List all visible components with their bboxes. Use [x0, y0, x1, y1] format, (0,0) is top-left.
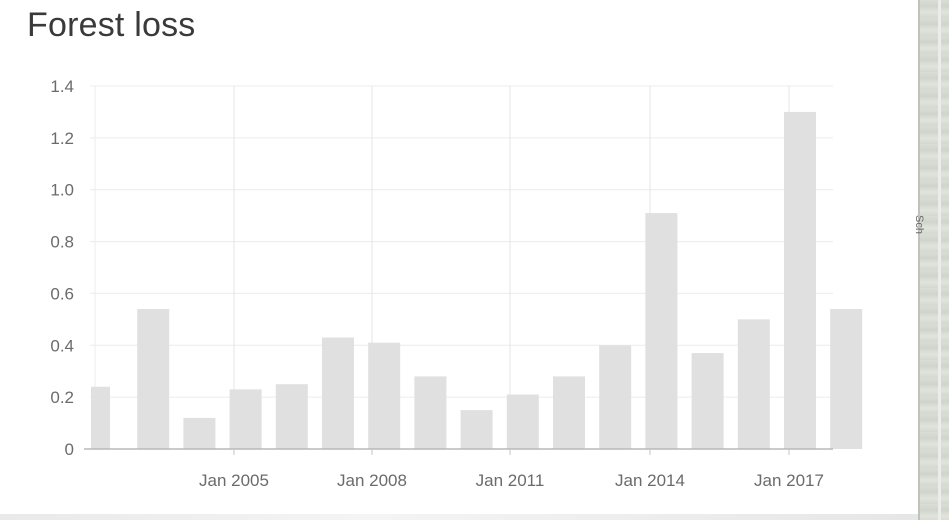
y-tick-label: 1.2 — [50, 129, 74, 148]
forest-loss-panel: Forest loss 0 0.2 0.4 0.6 0.8 1.0 1.2 1.4 Jan 20… — [0, 6, 918, 520]
bar — [275, 384, 308, 449]
bar — [737, 319, 770, 449]
panel-title: Forest loss — [27, 6, 196, 44]
bar — [599, 345, 632, 449]
map-road — [938, 0, 941, 520]
x-tick-label: Jan 2005 — [199, 471, 269, 490]
panel-bottom-edge — [0, 514, 918, 520]
bar — [137, 308, 170, 449]
bar — [691, 353, 724, 449]
y-tick-label: 0.4 — [50, 336, 74, 355]
y-tick-label: 0.8 — [50, 233, 74, 252]
y-tick-label: 0.2 — [50, 388, 74, 407]
x-tick-label: Jan 2017 — [754, 471, 824, 490]
bar — [368, 342, 401, 449]
bar — [506, 394, 539, 449]
map-edge[interactable] — [918, 0, 949, 520]
bar — [460, 410, 493, 449]
bar — [322, 337, 354, 449]
bar — [183, 417, 216, 449]
chart-axes: 0 0.2 0.4 0.6 0.8 1.0 1.2 1.4 Jan 2005 Jan 2008 Ja… — [50, 77, 833, 490]
y-tick-label: 1.0 — [50, 181, 74, 200]
x-tick-label: Jan 2014 — [615, 471, 685, 490]
bar — [553, 376, 585, 449]
bar — [91, 386, 110, 449]
bar — [830, 308, 863, 449]
forest-loss-chart: 0 0.2 0.4 0.6 0.8 1.0 1.2 1.4 Jan 2005 Jan 2008 Ja… — [50, 77, 863, 490]
y-tick-label: 1.4 — [50, 77, 74, 96]
x-tick-label: Jan 2008 — [337, 471, 407, 490]
bar — [645, 213, 678, 449]
y-tick-label: 0.6 — [50, 284, 74, 303]
bar — [229, 389, 262, 449]
y-tick-label: 0 — [65, 440, 74, 459]
bar — [784, 111, 816, 449]
map-label: Sch — [913, 215, 925, 234]
chart-bars — [91, 111, 863, 449]
bar — [414, 376, 447, 449]
x-tick-label: Jan 2011 — [476, 471, 545, 490]
